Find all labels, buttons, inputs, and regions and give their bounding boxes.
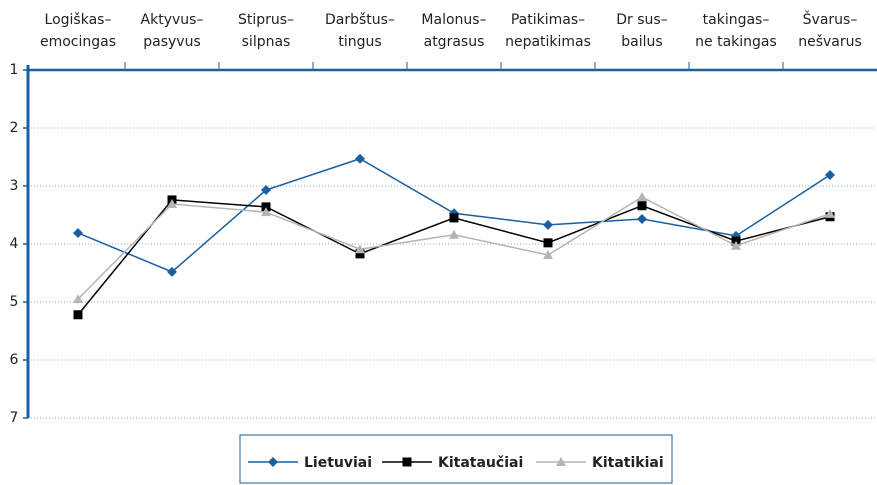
x-tick-label: Darbštus– <box>325 12 395 28</box>
x-tick-label: Malonus– <box>421 12 486 28</box>
marker <box>637 192 647 202</box>
legend-box <box>239 434 673 484</box>
x-tick-label: silpnas <box>242 34 291 50</box>
marker <box>543 250 553 260</box>
y-tick-label: 3 <box>10 178 19 194</box>
x-tick-label: Stiprus– <box>238 12 294 28</box>
legend-label: Lietuviai <box>304 455 372 471</box>
marker <box>73 294 83 304</box>
marker <box>731 240 741 250</box>
marker <box>637 214 647 225</box>
x-tick-label: emocingas <box>40 34 116 50</box>
legend-marker <box>268 457 278 467</box>
marker <box>167 266 177 277</box>
x-tick-label: pasyvus <box>143 34 201 50</box>
y-tick-label: 1 <box>10 62 19 78</box>
x-tick-label: Švarus– <box>803 10 858 28</box>
legend-label: Kitataučiai <box>438 455 523 471</box>
x-tick-label: atgrasus <box>424 34 485 50</box>
marker <box>825 208 835 218</box>
y-tick-label: 4 <box>10 236 19 252</box>
marker <box>261 207 271 217</box>
x-tick-label: nešvarus <box>798 34 862 50</box>
x-tick-label: Dr sus– <box>616 12 667 28</box>
y-tick-label: 6 <box>10 352 19 368</box>
x-tick-label: takingas– <box>703 12 770 28</box>
y-tick-label: 2 <box>10 120 19 136</box>
marker <box>637 201 647 211</box>
marker <box>261 185 271 196</box>
marker <box>73 310 83 320</box>
marker <box>355 153 365 164</box>
marker <box>73 227 83 238</box>
marker <box>167 198 177 208</box>
marker <box>825 169 835 180</box>
marker <box>449 229 459 239</box>
legend-label: Kitatikiai <box>592 455 664 471</box>
x-tick-label: ne takingas <box>695 34 777 50</box>
x-tick-label: nepatikimas <box>505 34 591 50</box>
x-tick-label: bailus <box>621 34 662 50</box>
marker <box>543 238 553 248</box>
x-tick-label: Aktyvus– <box>141 12 204 28</box>
x-tick-label: Patikimas– <box>511 12 585 28</box>
marker <box>355 244 365 254</box>
legend-marker <box>556 457 566 466</box>
legend-marker <box>402 457 412 467</box>
y-tick-label: 5 <box>10 294 19 310</box>
marker <box>261 202 271 212</box>
marker <box>449 213 459 223</box>
x-tick-label: tingus <box>338 34 381 50</box>
x-tick-label: Logiškas– <box>45 12 112 28</box>
marker <box>355 249 365 259</box>
marker <box>543 219 553 230</box>
y-tick-label: 7 <box>10 410 19 426</box>
